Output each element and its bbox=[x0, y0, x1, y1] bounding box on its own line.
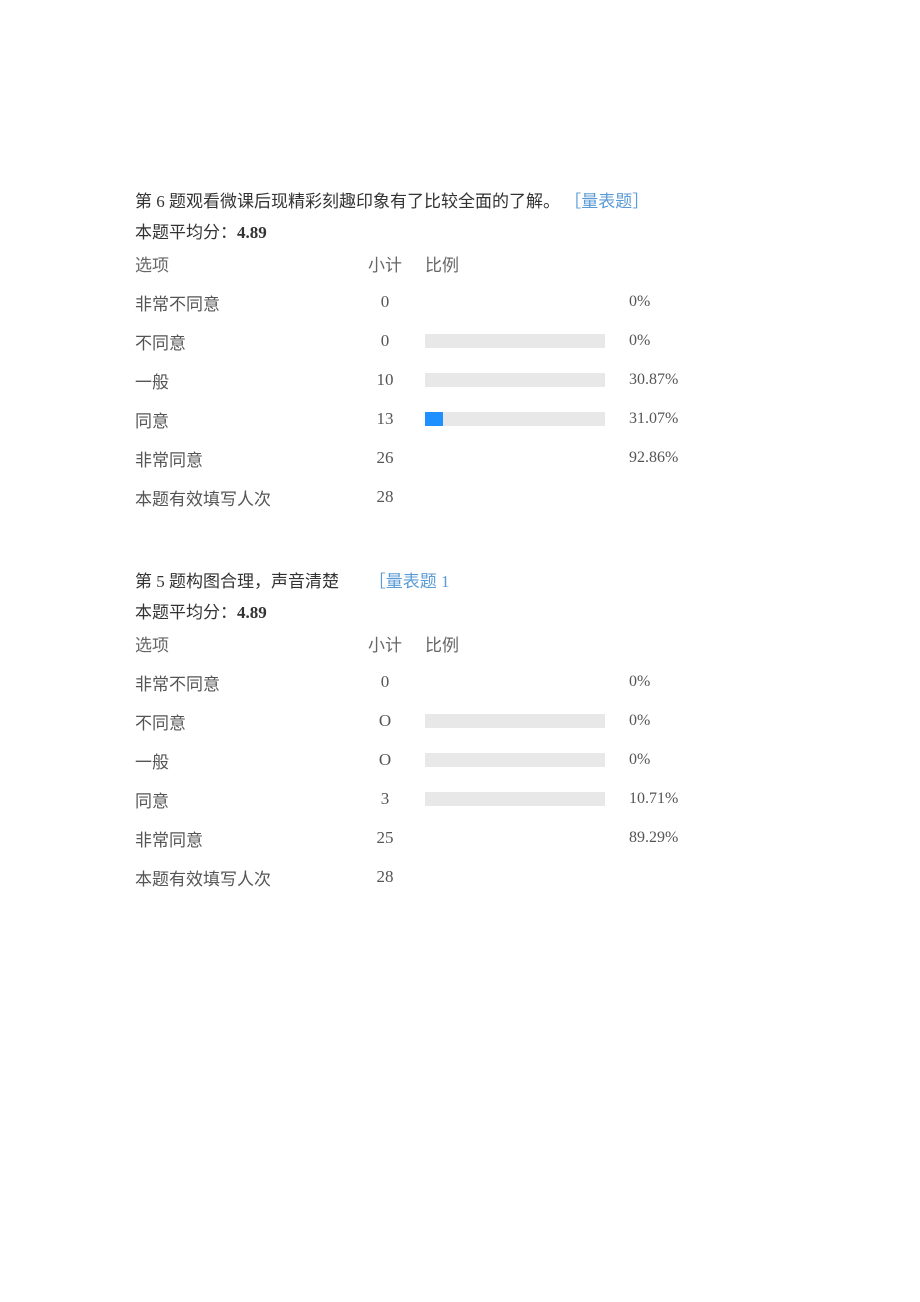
question-block-5: 第 5 题构图合理，声音清楚 ［量表题 1 本题平均分：4.89 选项 小计 比… bbox=[135, 570, 785, 890]
avg-value: 4.89 bbox=[237, 603, 267, 622]
option-label: 一般 bbox=[135, 748, 355, 773]
table-row: 一般 10 30.87% bbox=[135, 368, 785, 393]
bar-area bbox=[425, 412, 625, 426]
bar-area bbox=[425, 451, 625, 465]
bar-area bbox=[425, 831, 625, 845]
bar-area bbox=[425, 675, 625, 689]
bar-area bbox=[425, 373, 625, 387]
page-container: 第 6 题观看微课后现精彩刻趣印象有了比较全面的了解。 ［量表题］ 本题平均分：… bbox=[0, 0, 920, 890]
table-row: 非常同意 26 92.86% bbox=[135, 446, 785, 471]
question-block-6: 第 6 题观看微课后现精彩刻趣印象有了比较全面的了解。 ［量表题］ 本题平均分：… bbox=[135, 190, 785, 510]
option-percent: 0% bbox=[629, 712, 650, 730]
bar-bg bbox=[425, 334, 605, 348]
option-percent: 92.86% bbox=[629, 449, 678, 467]
bar-fg bbox=[425, 412, 443, 426]
bar-area bbox=[425, 714, 625, 728]
table-row: 同意 3 10.71% bbox=[135, 787, 785, 812]
footer-row: 本题有效填写人次 28 bbox=[135, 485, 785, 510]
avg-score: 本题平均分：4.89 bbox=[135, 218, 785, 243]
option-label: 非常同意 bbox=[135, 826, 355, 851]
option-label: 非常同意 bbox=[135, 446, 355, 471]
option-count: 10 bbox=[355, 370, 415, 390]
table-row: 同意 13 31.07% bbox=[135, 407, 785, 432]
table-row: 非常不同意 0 0% bbox=[135, 670, 785, 695]
option-percent: 0% bbox=[629, 673, 650, 691]
table-row: 非常不同意 0 0% bbox=[135, 290, 785, 315]
table-row: 不同意 O 0% bbox=[135, 709, 785, 734]
header-option: 选项 bbox=[135, 631, 355, 656]
footer-row: 本题有效填写人次 28 bbox=[135, 865, 785, 890]
bar-bg bbox=[425, 373, 605, 387]
bar-area bbox=[425, 792, 625, 806]
option-count: 0 bbox=[355, 292, 415, 312]
question-tag[interactable]: ［量表题 1 bbox=[369, 572, 450, 591]
option-count: 0 bbox=[355, 672, 415, 692]
bar-bg bbox=[425, 714, 605, 728]
option-label: 同意 bbox=[135, 407, 355, 432]
option-percent: 0% bbox=[629, 293, 650, 311]
header-ratio: 比例 bbox=[425, 251, 459, 276]
option-count: 0 bbox=[355, 331, 415, 351]
option-label: 不同意 bbox=[135, 709, 355, 734]
question-title: 第 5 题构图合理，声音清楚 ［量表题 1 bbox=[135, 570, 785, 594]
avg-value: 4.89 bbox=[237, 223, 267, 242]
header-ratio: 比例 bbox=[425, 631, 459, 656]
title-prefix: 第 6 题 bbox=[135, 192, 186, 211]
option-count: O bbox=[355, 711, 415, 731]
option-label: 一般 bbox=[135, 368, 355, 393]
bar-area bbox=[425, 295, 625, 309]
bar-bg bbox=[425, 753, 605, 767]
bar-area bbox=[425, 334, 625, 348]
option-count: 3 bbox=[355, 789, 415, 809]
option-label: 同意 bbox=[135, 787, 355, 812]
title-text: 构图合理，声音清楚 bbox=[186, 572, 339, 591]
option-percent: 89.29% bbox=[629, 829, 678, 847]
bar-bg bbox=[425, 412, 605, 426]
option-percent: 0% bbox=[629, 332, 650, 350]
option-count: 26 bbox=[355, 448, 415, 468]
option-percent: 0% bbox=[629, 751, 650, 769]
footer-label: 本题有效填写人次 bbox=[135, 485, 355, 510]
footer-count: 28 bbox=[355, 487, 415, 507]
avg-label: 本题平均分： bbox=[135, 603, 237, 622]
avg-label: 本题平均分： bbox=[135, 223, 237, 242]
option-percent: 31.07% bbox=[629, 410, 678, 428]
option-count: 25 bbox=[355, 828, 415, 848]
option-percent: 30.87% bbox=[629, 371, 678, 389]
question-title: 第 6 题观看微课后现精彩刻趣印象有了比较全面的了解。 ［量表题］ bbox=[135, 190, 785, 214]
table-row: 一般 O 0% bbox=[135, 748, 785, 773]
option-label: 不同意 bbox=[135, 329, 355, 354]
table-header: 选项 小计 比例 bbox=[135, 631, 785, 656]
table-header: 选项 小计 比例 bbox=[135, 251, 785, 276]
table-row: 不同意 0 0% bbox=[135, 329, 785, 354]
footer-label: 本题有效填写人次 bbox=[135, 865, 355, 890]
table-row: 非常同意 25 89.29% bbox=[135, 826, 785, 851]
bar-area bbox=[425, 753, 625, 767]
question-tag[interactable]: ［量表题］ bbox=[564, 192, 649, 211]
option-count: O bbox=[355, 750, 415, 770]
title-prefix: 第 5 题 bbox=[135, 572, 186, 591]
avg-score: 本题平均分：4.89 bbox=[135, 598, 785, 623]
header-count: 小计 bbox=[355, 251, 415, 276]
header-count: 小计 bbox=[355, 631, 415, 656]
option-percent: 10.71% bbox=[629, 790, 678, 808]
title-text: 观看微课后现精彩刻趣印象有了比较全面的了解。 bbox=[186, 192, 560, 211]
footer-count: 28 bbox=[355, 867, 415, 887]
option-count: 13 bbox=[355, 409, 415, 429]
header-option: 选项 bbox=[135, 251, 355, 276]
option-label: 非常不同意 bbox=[135, 670, 355, 695]
bar-bg bbox=[425, 792, 605, 806]
option-label: 非常不同意 bbox=[135, 290, 355, 315]
